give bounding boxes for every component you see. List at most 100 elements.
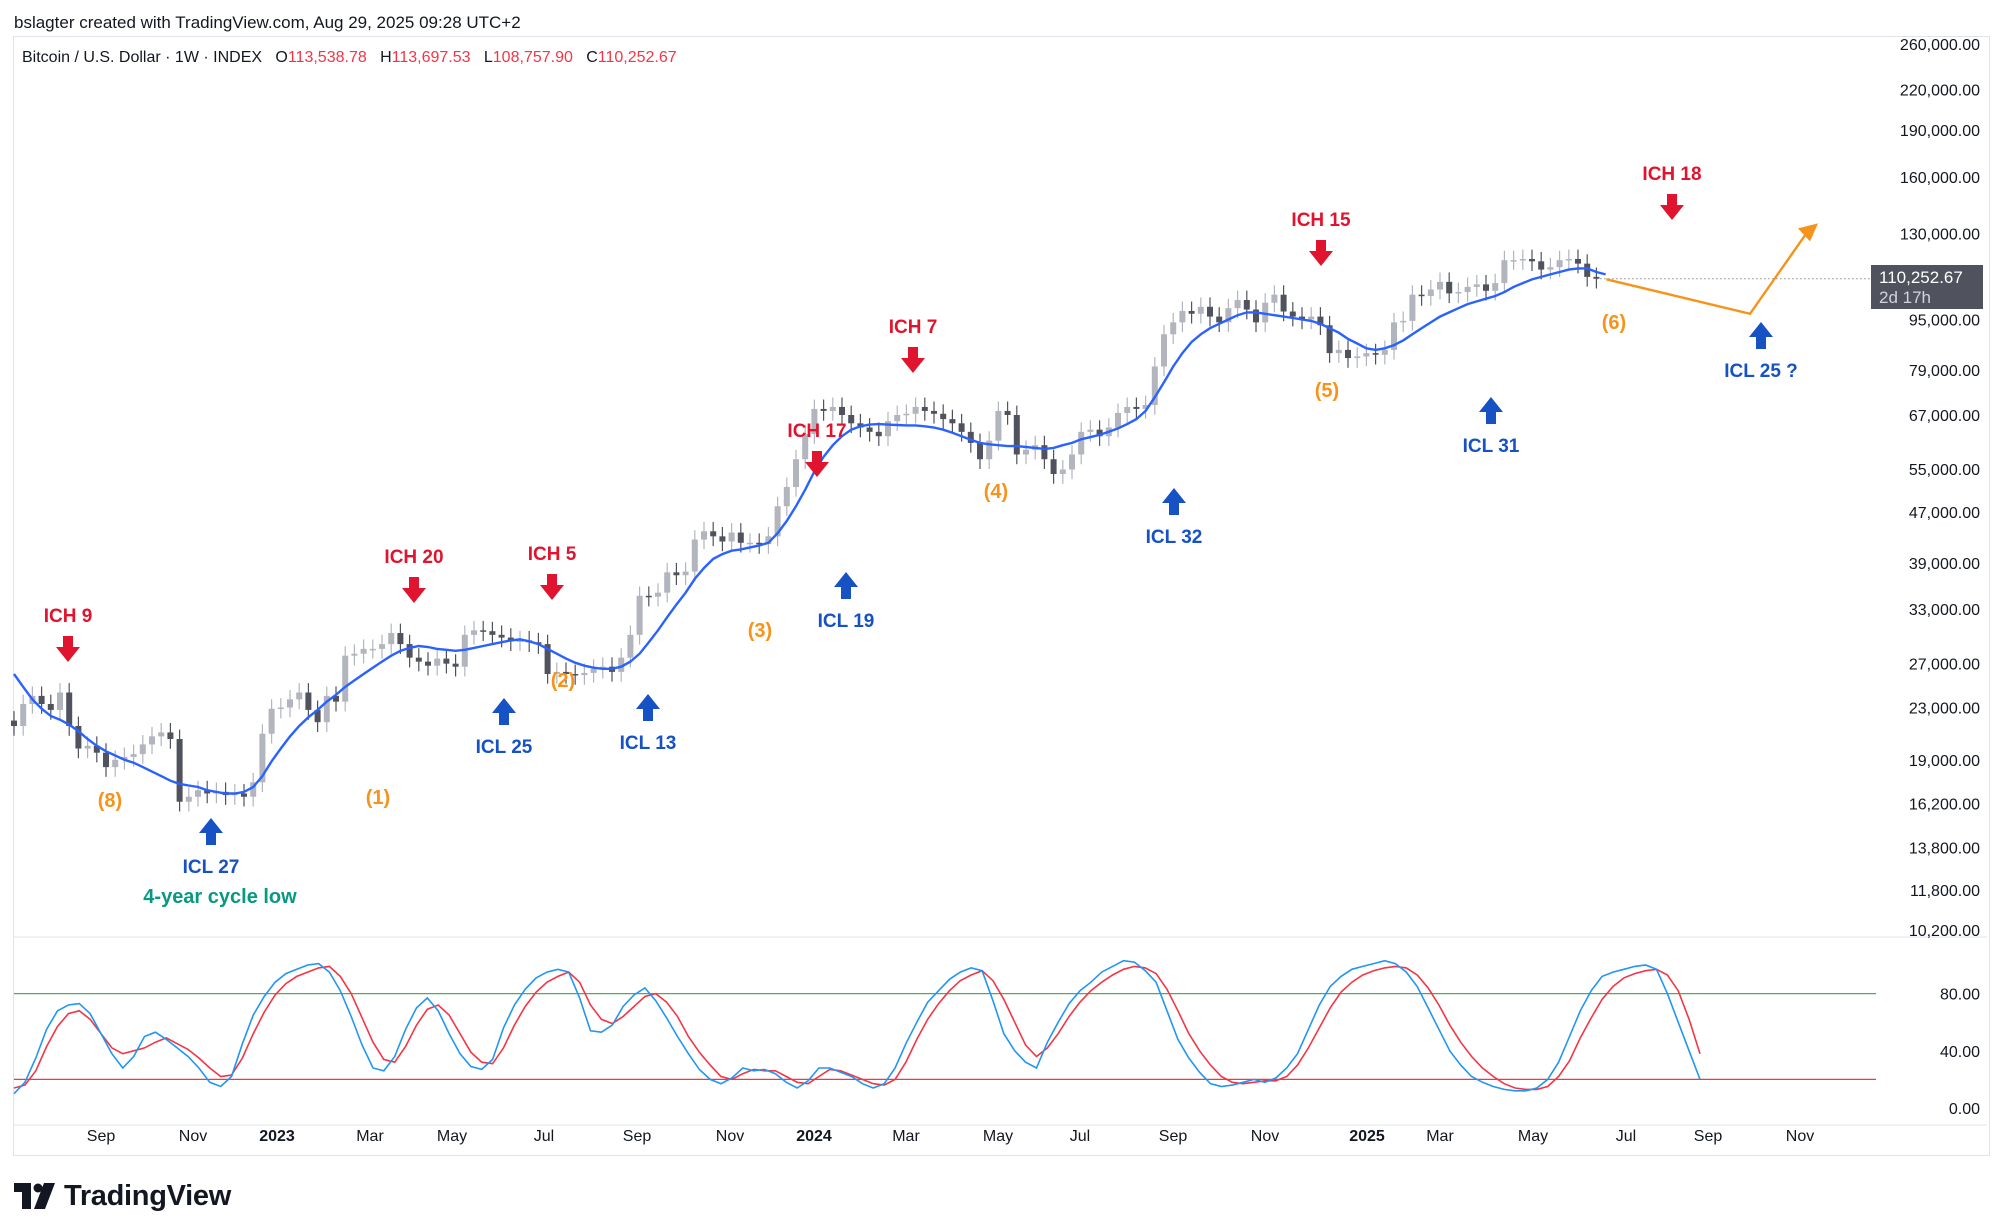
candle-body bbox=[1519, 258, 1526, 261]
wave-count-label: (2) bbox=[551, 670, 575, 692]
wave-count-label: (8) bbox=[98, 790, 122, 812]
candle-body bbox=[995, 410, 1002, 441]
candle-body bbox=[710, 531, 717, 537]
candle-body bbox=[305, 692, 312, 710]
candle-body bbox=[342, 655, 349, 702]
last-price-badge: 110,252.67 2d 17h bbox=[1871, 265, 1983, 309]
candle-body bbox=[1565, 258, 1572, 261]
candle-body bbox=[1473, 284, 1480, 287]
candle-body bbox=[38, 695, 45, 704]
low-label: L bbox=[483, 49, 493, 66]
ich-down-arrow-icon bbox=[540, 574, 564, 600]
candle-body bbox=[351, 653, 358, 656]
candle-body bbox=[921, 406, 928, 411]
candle-body bbox=[112, 759, 119, 768]
candle-body bbox=[443, 658, 450, 664]
candle-body bbox=[793, 459, 799, 487]
candle-body bbox=[774, 506, 781, 537]
time-tick-label: Mar bbox=[892, 1128, 920, 1145]
candle-body bbox=[369, 648, 376, 651]
ich-label: ICH 18 bbox=[1642, 164, 1701, 185]
candle-body bbox=[268, 708, 275, 734]
candle-body bbox=[1547, 267, 1554, 270]
symbol-legend[interactable]: Bitcoin / U.S. Dollar · 1W · INDEX O113,… bbox=[22, 49, 677, 67]
candle-body bbox=[1096, 429, 1103, 437]
candle-body bbox=[1207, 306, 1213, 317]
candle-body bbox=[1418, 294, 1425, 297]
candle-body bbox=[1363, 353, 1370, 357]
candle-body bbox=[1151, 366, 1158, 405]
price-tick-label: 27,000.00 bbox=[1909, 657, 1980, 674]
candle-body bbox=[903, 413, 910, 416]
candle-body bbox=[1253, 309, 1259, 323]
ich-down-arrow-icon bbox=[56, 636, 80, 662]
icl-up-arrow-icon bbox=[199, 818, 223, 845]
time-tick-label: Mar bbox=[1426, 1128, 1454, 1145]
candle-body bbox=[691, 539, 698, 572]
candle-body bbox=[1492, 283, 1499, 291]
candle-body bbox=[93, 745, 100, 753]
ich-down-arrow-icon bbox=[402, 577, 426, 603]
candle-body bbox=[1041, 445, 1048, 460]
candle-body bbox=[415, 657, 422, 662]
candle-body bbox=[195, 790, 201, 797]
candle-body bbox=[1059, 469, 1066, 475]
candle-body bbox=[636, 595, 643, 635]
candle-body bbox=[167, 732, 174, 740]
candle-body bbox=[958, 423, 965, 432]
candle-body bbox=[1289, 311, 1296, 317]
candle-body bbox=[1179, 310, 1186, 323]
symbol-name: Bitcoin / U.S. Dollar · 1W · INDEX bbox=[22, 49, 263, 66]
candle-body bbox=[277, 707, 284, 710]
candle-body bbox=[388, 633, 395, 645]
candle-body bbox=[1584, 263, 1591, 277]
oscillator-tick-label: 40.00 bbox=[1940, 1044, 1980, 1061]
wave-count-label: (4) bbox=[984, 481, 1008, 503]
candle-body bbox=[737, 532, 744, 543]
candle-body bbox=[1115, 412, 1121, 428]
candle-body bbox=[47, 703, 54, 710]
candle-body bbox=[977, 442, 983, 460]
candle-body bbox=[1023, 449, 1029, 455]
ich-label: ICH 17 bbox=[787, 421, 846, 442]
candle-body bbox=[590, 668, 597, 673]
candle-body bbox=[103, 752, 109, 768]
candle-body bbox=[1142, 404, 1149, 409]
price-tick-label: 130,000.00 bbox=[1900, 227, 1980, 244]
price-tick-label: 13,800.00 bbox=[1909, 840, 1980, 857]
price-tick-label: 220,000.00 bbox=[1900, 83, 1980, 100]
candle-body bbox=[471, 630, 477, 635]
price-tick-label: 79,000.00 bbox=[1909, 363, 1980, 380]
candle-body bbox=[84, 745, 91, 749]
time-tick-label: May bbox=[983, 1128, 1013, 1145]
time-tick-label: 2023 bbox=[259, 1128, 295, 1145]
tradingview-logo[interactable]: TradingView bbox=[14, 1176, 231, 1216]
candle-body bbox=[176, 739, 183, 802]
candle-body bbox=[158, 732, 165, 737]
candle-body bbox=[1069, 454, 1075, 470]
candle-body bbox=[1409, 294, 1416, 321]
time-tick-label: Jul bbox=[1070, 1128, 1090, 1145]
wave-count-label: (1) bbox=[366, 787, 390, 809]
projection-arrowhead bbox=[1798, 223, 1818, 242]
candle-body bbox=[553, 671, 560, 674]
candle-body bbox=[701, 531, 707, 540]
candle-body bbox=[185, 796, 192, 802]
wave-count-label: (6) bbox=[1602, 312, 1626, 334]
time-tick-label: Sep bbox=[623, 1128, 652, 1145]
price-tick-label: 95,000.00 bbox=[1909, 312, 1980, 329]
projection-path bbox=[1606, 224, 1813, 316]
candle-body bbox=[1483, 284, 1489, 291]
candle-body bbox=[360, 648, 367, 654]
candle-body bbox=[1078, 431, 1085, 455]
candle-body bbox=[1455, 292, 1462, 294]
cycle-low-label: 4-year cycle low bbox=[143, 886, 297, 908]
icl-label: ICL 25 bbox=[476, 737, 533, 758]
candle-body bbox=[1538, 261, 1545, 270]
candle-body bbox=[1299, 316, 1305, 320]
icl-label: ICL 32 bbox=[1146, 527, 1203, 548]
icl-up-arrow-icon bbox=[1749, 322, 1773, 349]
high-value: 113,697.53 bbox=[391, 49, 471, 66]
close-value: 110,252.67 bbox=[597, 49, 677, 66]
